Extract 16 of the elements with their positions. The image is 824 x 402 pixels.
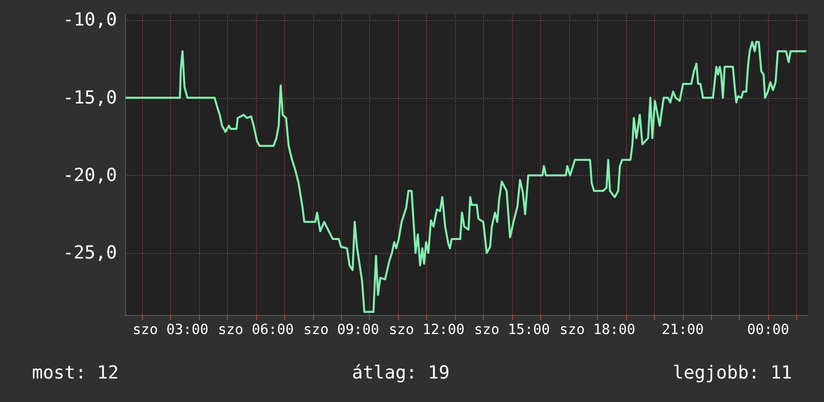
x-tick-label: szo 03:00: [132, 322, 208, 338]
x-tick-label: szo 15:00: [474, 322, 550, 338]
x-tick-label: szo 09:00: [303, 322, 380, 338]
x-tick-label: szo 12:00: [388, 322, 465, 338]
x-tick-label: szo 06:00: [218, 322, 294, 338]
x-tick-label: 00:00: [747, 322, 790, 338]
y-tick-label: -15,0: [62, 87, 117, 108]
text: legjobb: 11: [672, 362, 792, 384]
y-tick-label: -25,0: [62, 242, 117, 264]
x-tick-label: szo 18:00: [559, 322, 636, 338]
x-tick-label: 21:00: [662, 322, 704, 338]
text: átlag: 19: [352, 362, 450, 384]
y-tick-label: -20,0: [62, 164, 117, 186]
line-series: [124, 40, 808, 313]
y-tick-label: -10,0: [62, 10, 117, 31]
text: most: 12: [32, 362, 119, 384]
